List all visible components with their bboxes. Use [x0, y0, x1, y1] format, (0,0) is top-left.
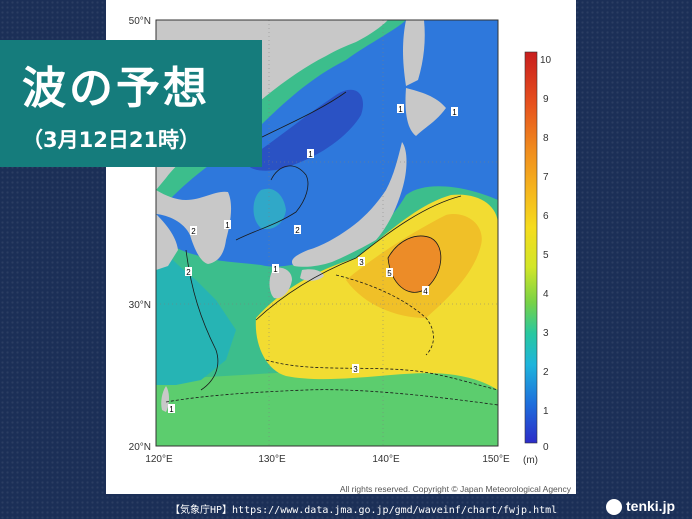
- contour-label: 1: [225, 221, 230, 230]
- brand-logo-icon: [606, 499, 622, 516]
- lat-label: 20°N: [129, 442, 151, 453]
- contour-label: 3: [353, 365, 358, 374]
- wave-map-figure: 1 1 1 1 2 2 1 1 3 5 4 3 2 50°N 40°N 30°N…: [129, 16, 572, 494]
- lon-labels: 120°E 130°E 140°E 150°E: [145, 454, 510, 465]
- contour-line: [185, 249, 219, 391]
- contour-label: 1: [308, 150, 313, 159]
- land-honshu: [291, 142, 407, 267]
- color-scale-bar: [524, 51, 538, 444]
- contour-label: 4: [423, 287, 428, 296]
- contour-label: 2: [186, 268, 191, 277]
- land-china-coast: [156, 214, 178, 270]
- lat-label: 30°N: [129, 300, 151, 311]
- contour-label: 1: [273, 265, 278, 274]
- map-area: [156, 20, 498, 446]
- contour-line: [165, 389, 498, 406]
- contour-label: 2: [191, 227, 196, 236]
- contour-label: 3: [359, 258, 364, 267]
- lon-label: 140°E: [372, 454, 400, 465]
- scale-tick: 3: [543, 328, 549, 339]
- brand-logo[interactable]: tenki.jp: [606, 498, 676, 516]
- lon-label: 120°E: [145, 454, 173, 465]
- contour-label: 1: [398, 105, 403, 114]
- scale-tick: 0: [543, 442, 549, 453]
- contour-line: [255, 195, 462, 321]
- scale-tick: 8: [543, 133, 549, 144]
- scale-tick: 10: [540, 55, 552, 66]
- contour-label-group: 1 1 1 1 2 2 1 1 3 5 4 3 2: [168, 104, 458, 414]
- lon-label: 150°E: [482, 454, 510, 465]
- scale-tick: 1: [543, 406, 549, 417]
- sea-east-china: [156, 240, 236, 385]
- scale-tick: 2: [543, 367, 549, 378]
- scale-tick: 5: [543, 250, 549, 261]
- map-frame: [155, 19, 499, 447]
- contour-label: 1: [169, 405, 174, 414]
- contour-line: [387, 235, 442, 293]
- scale-tick: 4: [543, 289, 549, 300]
- contour-label: 2: [295, 226, 300, 235]
- scale-tick: 7: [543, 172, 549, 183]
- sea-deep-blue-zone: [246, 89, 364, 171]
- forecast-time: （3月12日21時）: [22, 128, 201, 152]
- contour-label: 1: [452, 108, 457, 117]
- color-scale-ticks: 10 9 8 7 6 5 4 3 2 1 0: [540, 55, 552, 453]
- copyright-text: All rights reserved. Copyright © Japan M…: [340, 484, 572, 494]
- contour-line: [235, 165, 309, 241]
- sea-south-band: [156, 360, 498, 446]
- contour-line: [255, 91, 347, 141]
- source-link[interactable]: 【気象庁HP】https://www.data.jma.go.jp/gmd/wa…: [170, 505, 558, 516]
- title-box: 波の予想 （3月12日21時）: [0, 40, 262, 167]
- wave-map-panel: 1 1 1 1 2 2 1 1 3 5 4 3 2 50°N 40°N 30°N…: [106, 0, 576, 494]
- contour-line: [265, 359, 498, 391]
- land-shikoku: [300, 269, 324, 281]
- scale-tick: 9: [543, 94, 549, 105]
- lon-label: 130°E: [258, 454, 286, 465]
- sea-orange-peak: [388, 236, 441, 293]
- lat-label: 50°N: [129, 16, 151, 27]
- brand-name: tenki.jp: [626, 498, 676, 514]
- land-hokkaido: [405, 88, 446, 136]
- sea-japan-center: [253, 188, 286, 230]
- land-kyushu: [269, 267, 292, 299]
- land-taiwan: [161, 386, 169, 412]
- scale-unit: (m): [523, 455, 538, 466]
- contour-line: [335, 274, 434, 356]
- contour-label: 5: [387, 269, 392, 278]
- land-sakhalin: [403, 20, 425, 86]
- page-title: 波の予想: [22, 63, 210, 114]
- contour-lines: [165, 91, 498, 406]
- scale-tick: 6: [543, 211, 549, 222]
